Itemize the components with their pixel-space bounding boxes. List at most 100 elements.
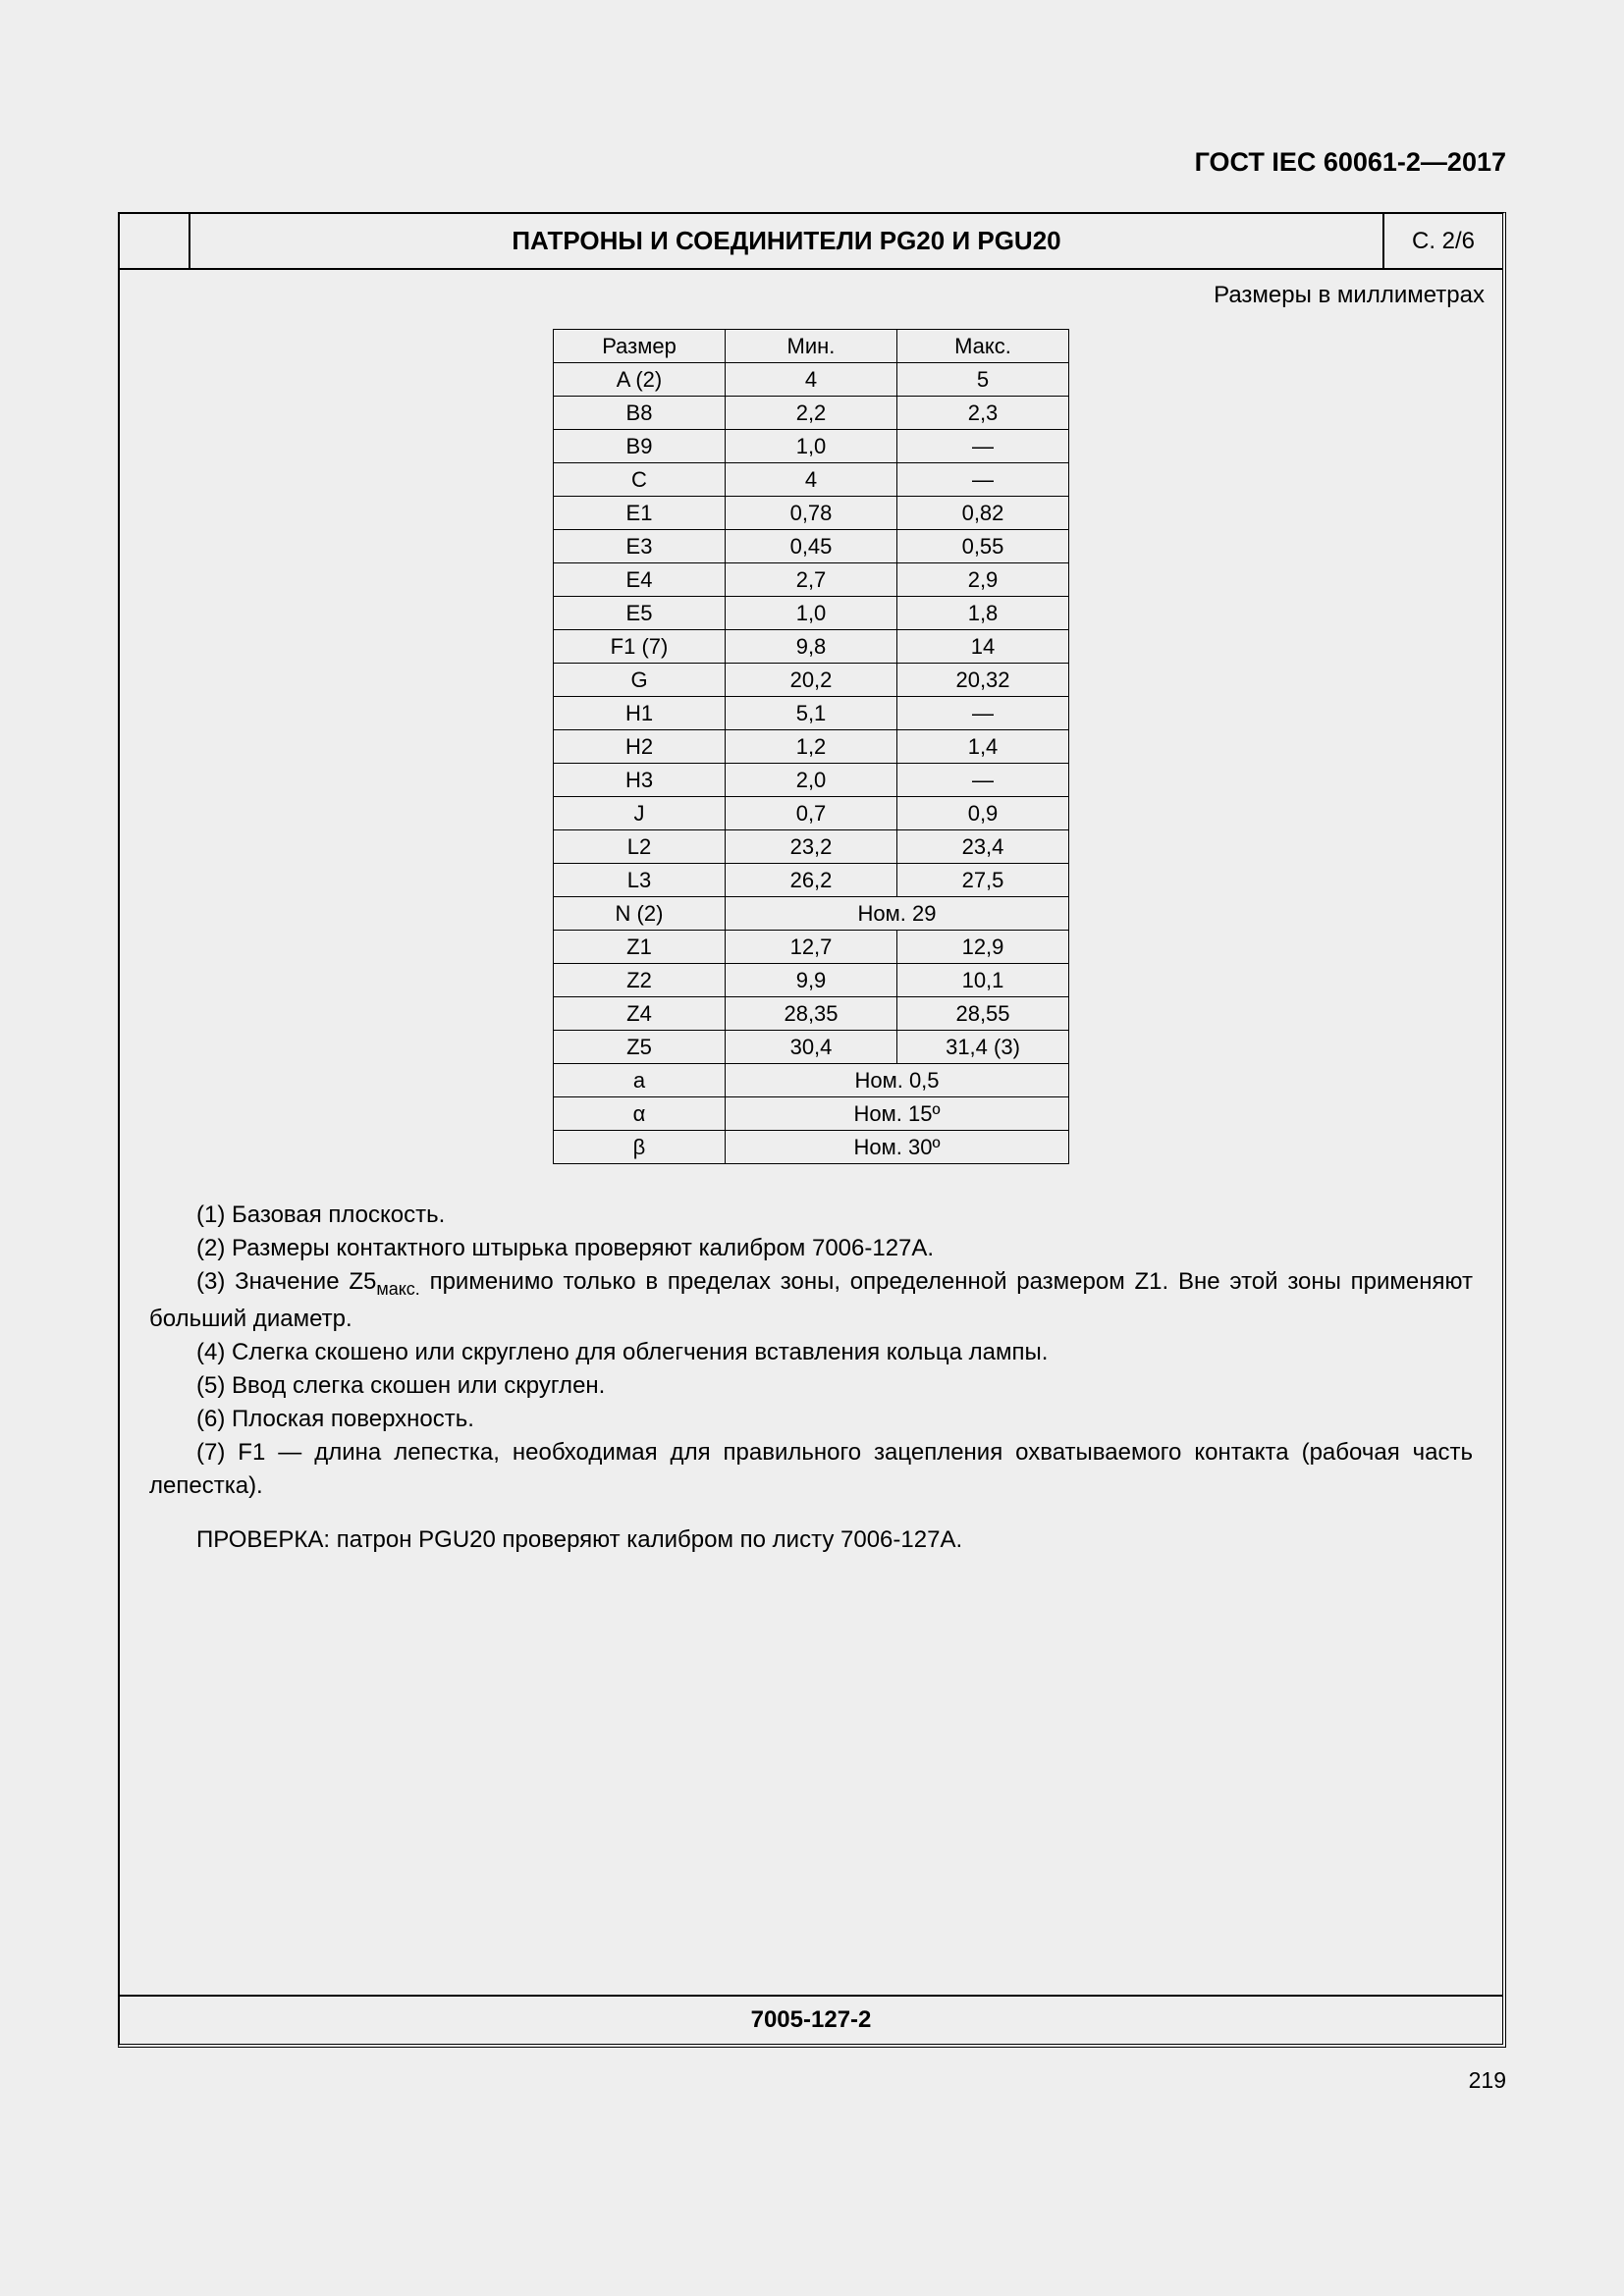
cell-max: 0,55: [897, 530, 1069, 563]
cell-dim: G: [554, 664, 726, 697]
cell-dim: E5: [554, 597, 726, 630]
cell-min: 1,0: [726, 597, 897, 630]
cell-min: 26,2: [726, 864, 897, 897]
cell-min: 2,2: [726, 397, 897, 430]
page: ГОСТ IEC 60061-2—2017 ПАТРОНЫ И СОЕДИНИТ…: [0, 0, 1624, 2296]
note-6: (6) Плоская поверхность.: [149, 1403, 1473, 1436]
cell-max: 1,4: [897, 730, 1069, 764]
note-2: (2) Размеры контактного штырька проверяю…: [149, 1232, 1473, 1265]
cell-span: Ном. 29: [726, 897, 1069, 931]
cell-max: 2,9: [897, 563, 1069, 597]
table-row: E51,01,8: [554, 597, 1069, 630]
cell-min: 4: [726, 363, 897, 397]
sheet-number: С. 2/6: [1382, 214, 1502, 268]
cell-dim: β: [554, 1131, 726, 1164]
cell-dim: B9: [554, 430, 726, 463]
table-row: N (2)Ном. 29: [554, 897, 1069, 931]
standard-header: ГОСТ IEC 60061-2—2017: [118, 147, 1506, 178]
cell-min: 0,45: [726, 530, 897, 563]
title-left-cell: [120, 214, 190, 268]
table-row: Z112,712,9: [554, 931, 1069, 964]
cell-dim: E3: [554, 530, 726, 563]
cell-dim: Z4: [554, 997, 726, 1031]
cell-min: 20,2: [726, 664, 897, 697]
cell-max: 31,4 (3): [897, 1031, 1069, 1064]
col-header-max: Макс.: [897, 330, 1069, 363]
table-row: E42,72,9: [554, 563, 1069, 597]
document-title: ПАТРОНЫ И СОЕДИНИТЕЛИ PG20 И PGU20: [190, 214, 1382, 268]
table-row: αНом. 15º: [554, 1097, 1069, 1131]
cell-max: 0,9: [897, 797, 1069, 830]
cell-min: 4: [726, 463, 897, 497]
cell-max: 12,9: [897, 931, 1069, 964]
cell-dim: L2: [554, 830, 726, 864]
table-row: J0,70,9: [554, 797, 1069, 830]
title-bar: ПАТРОНЫ И СОЕДИНИТЕЛИ PG20 И PGU20 С. 2/…: [120, 214, 1502, 270]
cell-max: —: [897, 764, 1069, 797]
cell-min: 12,7: [726, 931, 897, 964]
cell-min: 28,35: [726, 997, 897, 1031]
col-header-min: Мин.: [726, 330, 897, 363]
note-3a: (3) Значение Z5: [196, 1268, 376, 1295]
table-row: F1 (7)9,814: [554, 630, 1069, 664]
note-5: (5) Ввод слегка скошен или скруглен.: [149, 1369, 1473, 1403]
cell-dim: F1 (7): [554, 630, 726, 664]
cell-span: Ном. 30º: [726, 1131, 1069, 1164]
cell-dim: J: [554, 797, 726, 830]
table-row: B91,0—: [554, 430, 1069, 463]
cell-max: 14: [897, 630, 1069, 664]
cell-dim: B8: [554, 397, 726, 430]
table-row: H15,1—: [554, 697, 1069, 730]
table-row: A (2)45: [554, 363, 1069, 397]
footnotes: (1) Базовая плоскость. (2) Размеры конта…: [149, 1199, 1473, 1503]
units-note: Размеры в миллиметрах: [120, 282, 1485, 309]
cell-min: 2,7: [726, 563, 897, 597]
cell-min: 23,2: [726, 830, 897, 864]
table-row: Z530,431,4 (3): [554, 1031, 1069, 1064]
cell-dim: N (2): [554, 897, 726, 931]
note-3-sub: макс.: [376, 1279, 419, 1299]
check-line: ПРОВЕРКА: патрон PGU20 проверяют калибро…: [149, 1526, 1473, 1554]
table-row: Z428,3528,55: [554, 997, 1069, 1031]
table-row: L326,227,5: [554, 864, 1069, 897]
cell-min: 1,2: [726, 730, 897, 764]
cell-max: 20,32: [897, 664, 1069, 697]
table-row: Z29,910,1: [554, 964, 1069, 997]
table-row: L223,223,4: [554, 830, 1069, 864]
cell-max: —: [897, 430, 1069, 463]
cell-dim: a: [554, 1064, 726, 1097]
cell-max: 28,55: [897, 997, 1069, 1031]
content-frame: ПАТРОНЫ И СОЕДИНИТЕЛИ PG20 И PGU20 С. 2/…: [118, 212, 1506, 2048]
cell-min: 0,78: [726, 497, 897, 530]
cell-max: 2,3: [897, 397, 1069, 430]
cell-dim: Z5: [554, 1031, 726, 1064]
table-row: B82,22,3: [554, 397, 1069, 430]
footer-code: 7005-127-2: [120, 1995, 1502, 2044]
cell-min: 0,7: [726, 797, 897, 830]
cell-min: 2,0: [726, 764, 897, 797]
cell-max: 27,5: [897, 864, 1069, 897]
cell-max: —: [897, 697, 1069, 730]
cell-max: 10,1: [897, 964, 1069, 997]
cell-dim: A (2): [554, 363, 726, 397]
cell-max: 23,4: [897, 830, 1069, 864]
cell-min: 9,9: [726, 964, 897, 997]
cell-dim: α: [554, 1097, 726, 1131]
cell-min: 9,8: [726, 630, 897, 664]
cell-dim: E1: [554, 497, 726, 530]
cell-dim: L3: [554, 864, 726, 897]
table-row: C4—: [554, 463, 1069, 497]
cell-span: Ном. 15º: [726, 1097, 1069, 1131]
cell-min: 5,1: [726, 697, 897, 730]
table-row: H32,0—: [554, 764, 1069, 797]
table-row: βНом. 30º: [554, 1131, 1069, 1164]
col-header-dim: Размер: [554, 330, 726, 363]
cell-span: Ном. 0,5: [726, 1064, 1069, 1097]
table-header-row: Размер Мин. Макс.: [554, 330, 1069, 363]
cell-dim: H3: [554, 764, 726, 797]
dimensions-table: Размер Мин. Макс. A (2)45B82,22,3B91,0—C…: [553, 329, 1069, 1164]
cell-dim: E4: [554, 563, 726, 597]
cell-min: 1,0: [726, 430, 897, 463]
table-row: G20,220,32: [554, 664, 1069, 697]
table-row: E10,780,82: [554, 497, 1069, 530]
